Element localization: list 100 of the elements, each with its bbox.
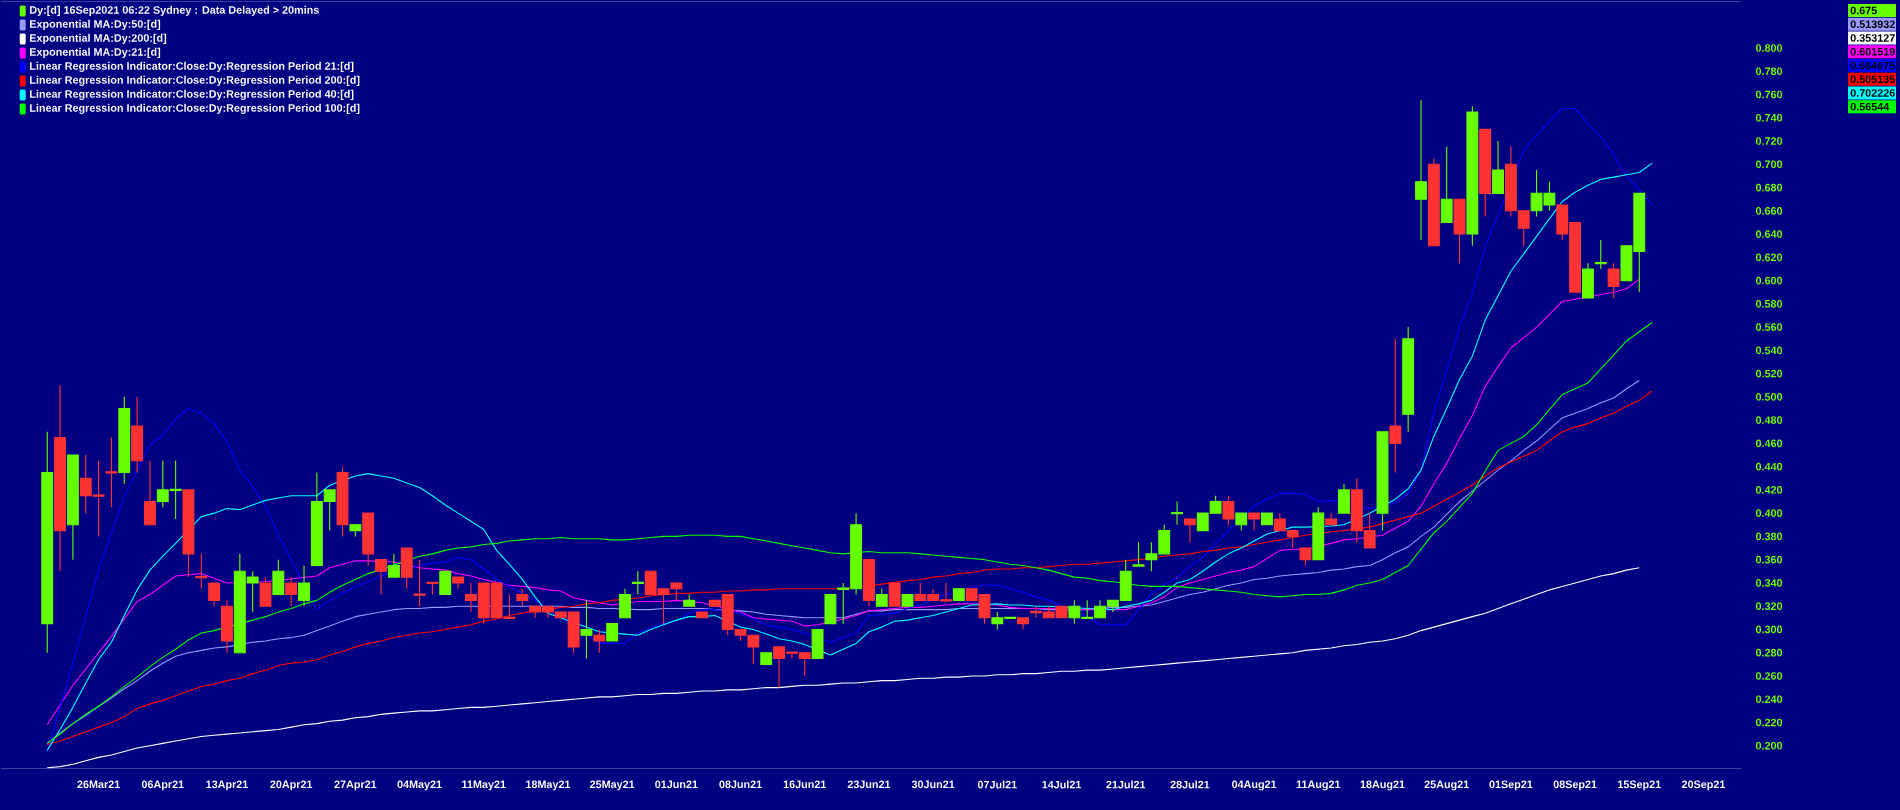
candlestick (1017, 617, 1029, 630)
candlestick (580, 599, 593, 660)
candlestick (1466, 105, 1479, 247)
candlestick (862, 559, 875, 607)
x-tick-label: 25Aug21 (1424, 780, 1469, 791)
x-tick-label: 15Sep21 (1618, 780, 1661, 791)
legend-label: Linear Regression Indicator:Close:Dy:Regression Period 200:[d] (30, 75, 360, 86)
candlestick (1440, 146, 1453, 223)
legend-label: Linear Regression Indicator:Close:Dy:Regression Period 40:[d] (30, 89, 354, 100)
x-tick-label: 06Apr21 (141, 780, 184, 791)
candlestick (144, 460, 156, 526)
candlestick (400, 547, 413, 590)
candlestick (824, 594, 837, 625)
y-tick-label: 0.400 (1755, 509, 1783, 517)
candlestick (362, 512, 375, 567)
candlestick (1171, 500, 1184, 526)
candlestick (593, 628, 606, 654)
candlestick (1235, 512, 1248, 532)
candlestick (1132, 541, 1145, 567)
candlestick (1299, 547, 1312, 567)
candlestick (387, 553, 400, 578)
y-tick-label: 0.340 (1755, 579, 1783, 587)
y-tick-label: 0.300 (1755, 625, 1783, 634)
y-tick-label: 0.420 (1755, 486, 1783, 494)
y-tick-label: 0.280 (1755, 648, 1783, 657)
candlestick (66, 454, 79, 561)
legend-label: Linear Regression Indicator:Close:Dy:Regression Period 21:[d] (30, 61, 354, 72)
candlestick (606, 623, 619, 642)
x-tick-label: 20Apr21 (270, 780, 313, 791)
candlestick (1607, 262, 1620, 299)
legend-label: Exponential MA:Dy:50:[d] (30, 19, 161, 30)
y-tick-label: 0.580 (1755, 300, 1783, 308)
text: 0.353127 (1850, 34, 1895, 42)
text: 0.505135 (1850, 75, 1895, 84)
y-tick-label: 0.740 (1755, 113, 1783, 122)
x-tick-label: 11Aug21 (1296, 780, 1341, 791)
x-tick-label: 18Aug21 (1360, 780, 1405, 791)
x-tick-label: 04May21 (397, 780, 442, 791)
x-tick-label: 01Jun21 (655, 780, 698, 789)
candlestick (901, 594, 914, 607)
x-tick-label: 27Apr21 (334, 780, 377, 791)
y-tick-label: 0.460 (1755, 439, 1783, 448)
y-tick-label: 0.500 (1755, 393, 1783, 401)
y-tick-label: 0.640 (1755, 230, 1783, 238)
candlestick (439, 570, 452, 596)
candlestick (349, 524, 362, 537)
candlestick (426, 581, 439, 596)
candlestick (272, 559, 285, 596)
candlestick (1402, 326, 1415, 433)
candlestick (811, 628, 824, 660)
y-tick-label: 0.320 (1755, 602, 1783, 611)
text: 0.675 (1850, 6, 1877, 15)
y-tick-label: 0.660 (1755, 206, 1783, 215)
y-tick-label: 0.200 (1755, 741, 1783, 750)
text: 0.702226 (1850, 89, 1895, 97)
text: 0.513932 (1850, 20, 1895, 29)
candlestick (298, 564, 310, 607)
y-tick-label: 0.480 (1755, 416, 1783, 424)
candlestick (118, 396, 131, 485)
x-tick-label: 14Jul21 (1042, 780, 1082, 789)
y-tick-label: 0.760 (1755, 90, 1783, 99)
x-tick-label: 18May21 (526, 780, 571, 791)
candlestick (208, 582, 221, 607)
x-tick-label: 23Jun21 (847, 780, 891, 789)
x-tick-label: 30Jun21 (911, 780, 955, 789)
legend-label: Exponential MA:Dy:200:[d] (30, 33, 167, 44)
candlestick (619, 588, 631, 619)
x-tick-label: 08Jun21 (719, 780, 762, 789)
candlestick (375, 559, 387, 596)
y-tick-label: 0.240 (1755, 695, 1783, 704)
legend-label: Exponential MA:Dy:21:[d] (30, 47, 161, 58)
candlestick (888, 582, 901, 607)
candlestick (452, 576, 465, 590)
candlestick (105, 437, 118, 508)
candlestick (1427, 157, 1440, 247)
candlestick (413, 559, 426, 607)
candlestick (1338, 483, 1350, 514)
legend-label: Dy:[d] 16Sep2021 06:22 Sydney : Data Delayed > 20mins (30, 5, 319, 16)
candlestick (1376, 431, 1389, 532)
candlestick (41, 431, 54, 654)
x-tick-label: 08Sep21 (1553, 780, 1597, 791)
candlestick (952, 588, 965, 601)
x-tick-label: 16Jun21 (783, 780, 827, 789)
candlestick (1261, 512, 1273, 526)
candlestick (221, 599, 233, 654)
x-tick-label: 20Sep21 (1681, 780, 1726, 791)
x-tick-label: 11May21 (462, 780, 506, 791)
candlestick (54, 384, 67, 572)
y-tick-label: 0.600 (1755, 276, 1783, 285)
y-tick-label: 0.800 (1755, 44, 1783, 52)
y-tick-label: 0.540 (1755, 346, 1783, 355)
y-tick-label: 0.380 (1755, 532, 1783, 541)
candlestick (285, 576, 298, 607)
y-tick-label: 0.780 (1755, 67, 1783, 76)
candlestick (516, 588, 529, 607)
text: 0.56544 (1850, 102, 1890, 111)
candlestick (1389, 338, 1402, 473)
x-tick-label: 01Sep21 (1489, 780, 1533, 791)
x-tick-label: 28Jul21 (1170, 780, 1210, 789)
candlestick (683, 594, 696, 607)
